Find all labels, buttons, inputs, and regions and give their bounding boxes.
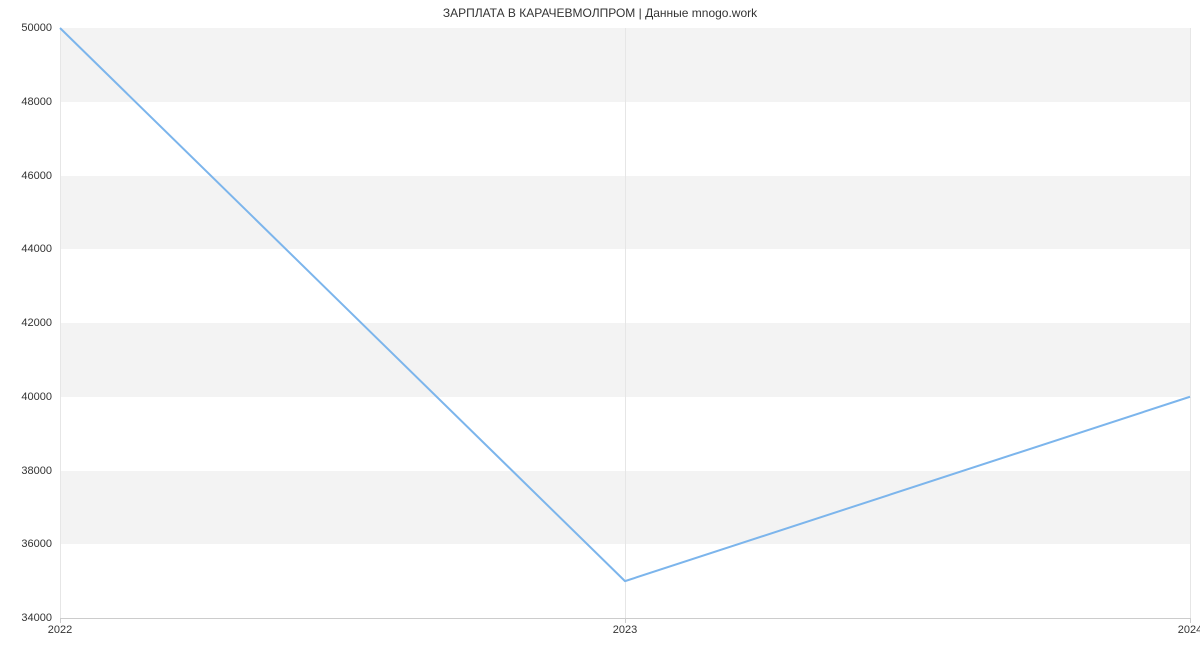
salary-line	[60, 28, 1190, 581]
x-tick-mark	[1190, 618, 1191, 623]
y-tick-label: 36000	[21, 538, 52, 550]
y-tick-label: 46000	[21, 170, 52, 182]
x-tick-label: 2022	[48, 624, 72, 636]
plot-area: 3400036000380004000042000440004600048000…	[60, 28, 1190, 618]
x-gridline	[1190, 28, 1191, 618]
x-axis-line	[60, 618, 1190, 619]
chart-title: ЗАРПЛАТА В КАРАЧЕВМОЛПРОМ | Данные mnogo…	[0, 6, 1200, 20]
line-series-layer	[60, 28, 1190, 618]
x-tick-label: 2024	[1178, 624, 1200, 636]
y-tick-label: 38000	[21, 465, 52, 477]
salary-chart: ЗАРПЛАТА В КАРАЧЕВМОЛПРОМ | Данные mnogo…	[0, 0, 1200, 650]
y-tick-label: 40000	[21, 391, 52, 403]
x-tick-label: 2023	[613, 624, 637, 636]
y-tick-label: 34000	[21, 612, 52, 624]
y-tick-label: 44000	[21, 243, 52, 255]
y-tick-label: 48000	[21, 96, 52, 108]
y-tick-label: 42000	[21, 317, 52, 329]
y-tick-label: 50000	[21, 22, 52, 34]
